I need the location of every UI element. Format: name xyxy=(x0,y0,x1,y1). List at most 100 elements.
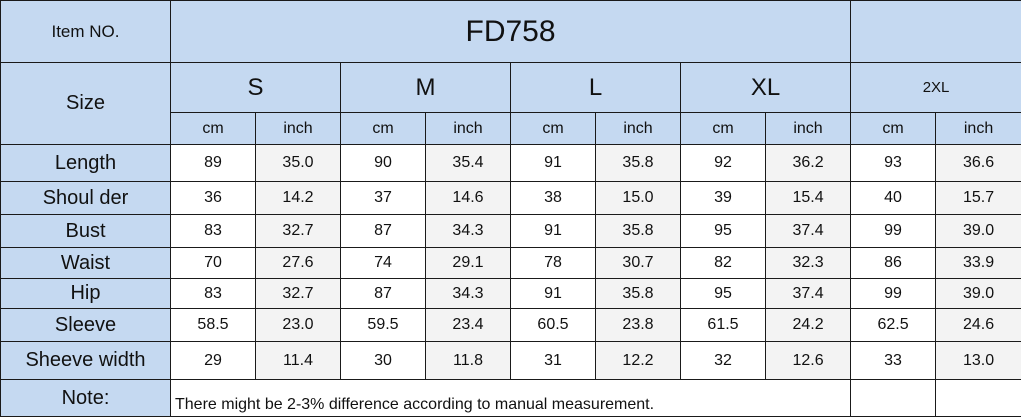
size-label: Size xyxy=(0,62,171,145)
value-cm: 83 xyxy=(170,278,256,309)
value-cm: 95 xyxy=(680,278,766,309)
value-cm: 37 xyxy=(340,181,426,215)
value-cm: 92 xyxy=(680,144,766,182)
value-inch: 36.6 xyxy=(935,144,1021,182)
value-cm: 40 xyxy=(850,181,937,215)
unit-cm: cm xyxy=(510,112,596,145)
value-inch: 37.4 xyxy=(764,278,852,309)
value-inch: 23.8 xyxy=(595,308,681,342)
row-label: Length xyxy=(0,144,171,182)
size-row: Size S M L XL 2XL xyxy=(0,62,1021,145)
unit-cm: cm xyxy=(170,112,256,145)
item-row: Item NO. FD758 xyxy=(0,0,1021,63)
measurement-row: Length 89 35.0 90 35.4 91 35.8 92 36.2 93 36.6 xyxy=(0,144,1021,182)
value-inch: 30.7 xyxy=(595,247,681,279)
value-inch: 15.4 xyxy=(764,181,852,215)
size-m: M xyxy=(340,62,511,113)
value-cm: 99 xyxy=(850,278,937,309)
value-inch: 34.3 xyxy=(425,214,511,248)
value-inch: 12.2 xyxy=(595,341,681,380)
value-inch: 12.6 xyxy=(764,341,852,380)
unit-inch: inch xyxy=(595,112,681,145)
value-inch: 35.8 xyxy=(595,214,681,248)
note-row: Note: There might be 2-3% difference acco… xyxy=(0,379,1021,417)
note-label: Note: xyxy=(0,379,171,417)
value-cm: 38 xyxy=(510,181,596,215)
measurement-row: Sheeve width 29 11.4 30 11.8 31 12.2 32 12.6 33 13… xyxy=(0,341,1021,380)
value-inch: 11.8 xyxy=(425,341,511,380)
unit-row: cm inch cm inch cm inch cm inch cm inch xyxy=(1,112,1021,145)
row-label: Waist xyxy=(0,247,171,279)
size-s: S xyxy=(170,62,341,113)
unit-inch: inch xyxy=(764,112,852,145)
value-cm: 70 xyxy=(170,247,256,279)
row-label: Sheeve width xyxy=(0,341,171,380)
measurement-row: Hip 83 32.7 87 34.3 91 35.8 95 37.4 99 39.0 xyxy=(0,278,1021,309)
value-inch: 32.7 xyxy=(255,214,341,248)
row-label: Shoul der xyxy=(0,181,171,215)
value-cm: 59.5 xyxy=(340,308,426,342)
value-inch: 33.9 xyxy=(935,247,1021,279)
unit-inch: inch xyxy=(425,112,511,145)
value-cm: 78 xyxy=(510,247,596,279)
value-inch: 24.6 xyxy=(935,308,1021,342)
value-cm: 99 xyxy=(850,214,937,248)
value-inch: 29.1 xyxy=(425,247,511,279)
size-xl: XL xyxy=(679,62,852,113)
value-cm: 82 xyxy=(680,247,766,279)
value-cm: 62.5 xyxy=(850,308,937,342)
value-inch: 11.4 xyxy=(255,341,341,380)
value-inch: 36.2 xyxy=(764,144,852,182)
value-cm: 83 xyxy=(170,214,256,248)
note-empty-cell xyxy=(850,379,937,417)
value-cm: 39 xyxy=(680,181,766,215)
value-inch: 32.7 xyxy=(255,278,341,309)
value-inch: 34.3 xyxy=(425,278,511,309)
value-inch: 35.8 xyxy=(595,144,681,182)
value-inch: 39.0 xyxy=(935,278,1021,309)
value-cm: 91 xyxy=(510,214,596,248)
note-text: There might be 2-3% difference according… xyxy=(169,379,852,417)
note-empty-cell xyxy=(935,379,1021,417)
value-inch: 37.4 xyxy=(764,214,852,248)
unit-inch: inch xyxy=(255,112,341,145)
value-cm: 33 xyxy=(850,341,937,380)
value-inch: 39.0 xyxy=(935,214,1021,248)
item-empty-cell xyxy=(850,0,1021,63)
row-label: Hip xyxy=(0,278,171,309)
value-inch: 14.6 xyxy=(425,181,511,215)
size-l: L xyxy=(510,62,681,113)
unit-inch: inch xyxy=(935,112,1021,145)
value-cm: 31 xyxy=(510,341,596,380)
value-inch: 24.2 xyxy=(764,308,852,342)
value-inch: 23.4 xyxy=(425,308,511,342)
value-cm: 58.5 xyxy=(170,308,256,342)
value-cm: 90 xyxy=(340,144,426,182)
measurement-row: Sleeve 58.5 23.0 59.5 23.4 60.5 23.8 61.5 24.2 62… xyxy=(0,308,1021,342)
value-cm: 30 xyxy=(340,341,426,380)
value-cm: 29 xyxy=(170,341,256,380)
value-cm: 95 xyxy=(680,214,766,248)
size-2xl: 2XL xyxy=(850,62,1021,113)
value-inch: 35.8 xyxy=(595,278,681,309)
value-cm: 91 xyxy=(510,144,596,182)
value-cm: 74 xyxy=(340,247,426,279)
value-inch: 15.0 xyxy=(595,181,681,215)
value-inch: 23.0 xyxy=(255,308,341,342)
measurement-row: Bust 83 32.7 87 34.3 91 35.8 95 37.4 99 39.0 xyxy=(0,214,1021,248)
row-label: Bust xyxy=(0,214,171,248)
row-label: Sleeve xyxy=(0,308,171,342)
value-cm: 86 xyxy=(850,247,937,279)
item-no-value: FD758 xyxy=(169,0,852,63)
unit-cm: cm xyxy=(680,112,766,145)
value-inch: 35.4 xyxy=(425,144,511,182)
measurement-row: Waist 70 27.6 74 29.1 78 30.7 82 32.3 86 33.9 xyxy=(0,247,1021,279)
value-inch: 14.2 xyxy=(255,181,341,215)
value-cm: 36 xyxy=(170,181,256,215)
unit-cm: cm xyxy=(850,112,937,145)
value-cm: 89 xyxy=(170,144,256,182)
measurement-row: Shoul der 36 14.2 37 14.6 38 15.0 39 15.4 40 15.7 xyxy=(0,181,1021,215)
value-cm: 32 xyxy=(680,341,766,380)
value-inch: 32.3 xyxy=(764,247,852,279)
